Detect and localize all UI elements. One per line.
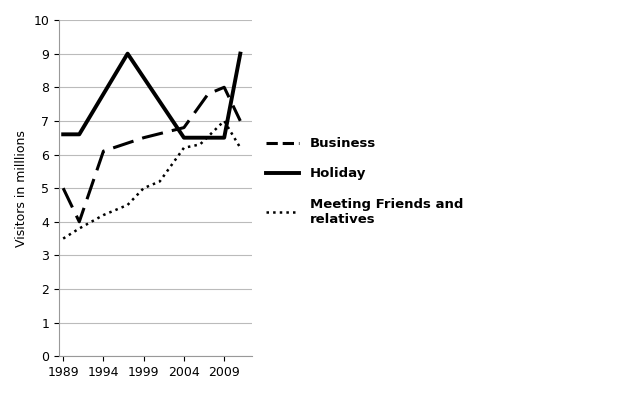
Legend: Business, Holiday, Meeting Friends and
relatives: Business, Holiday, Meeting Friends and r… bbox=[261, 132, 468, 231]
Y-axis label: Visitors in milllions: Visitors in milllions bbox=[15, 130, 28, 247]
